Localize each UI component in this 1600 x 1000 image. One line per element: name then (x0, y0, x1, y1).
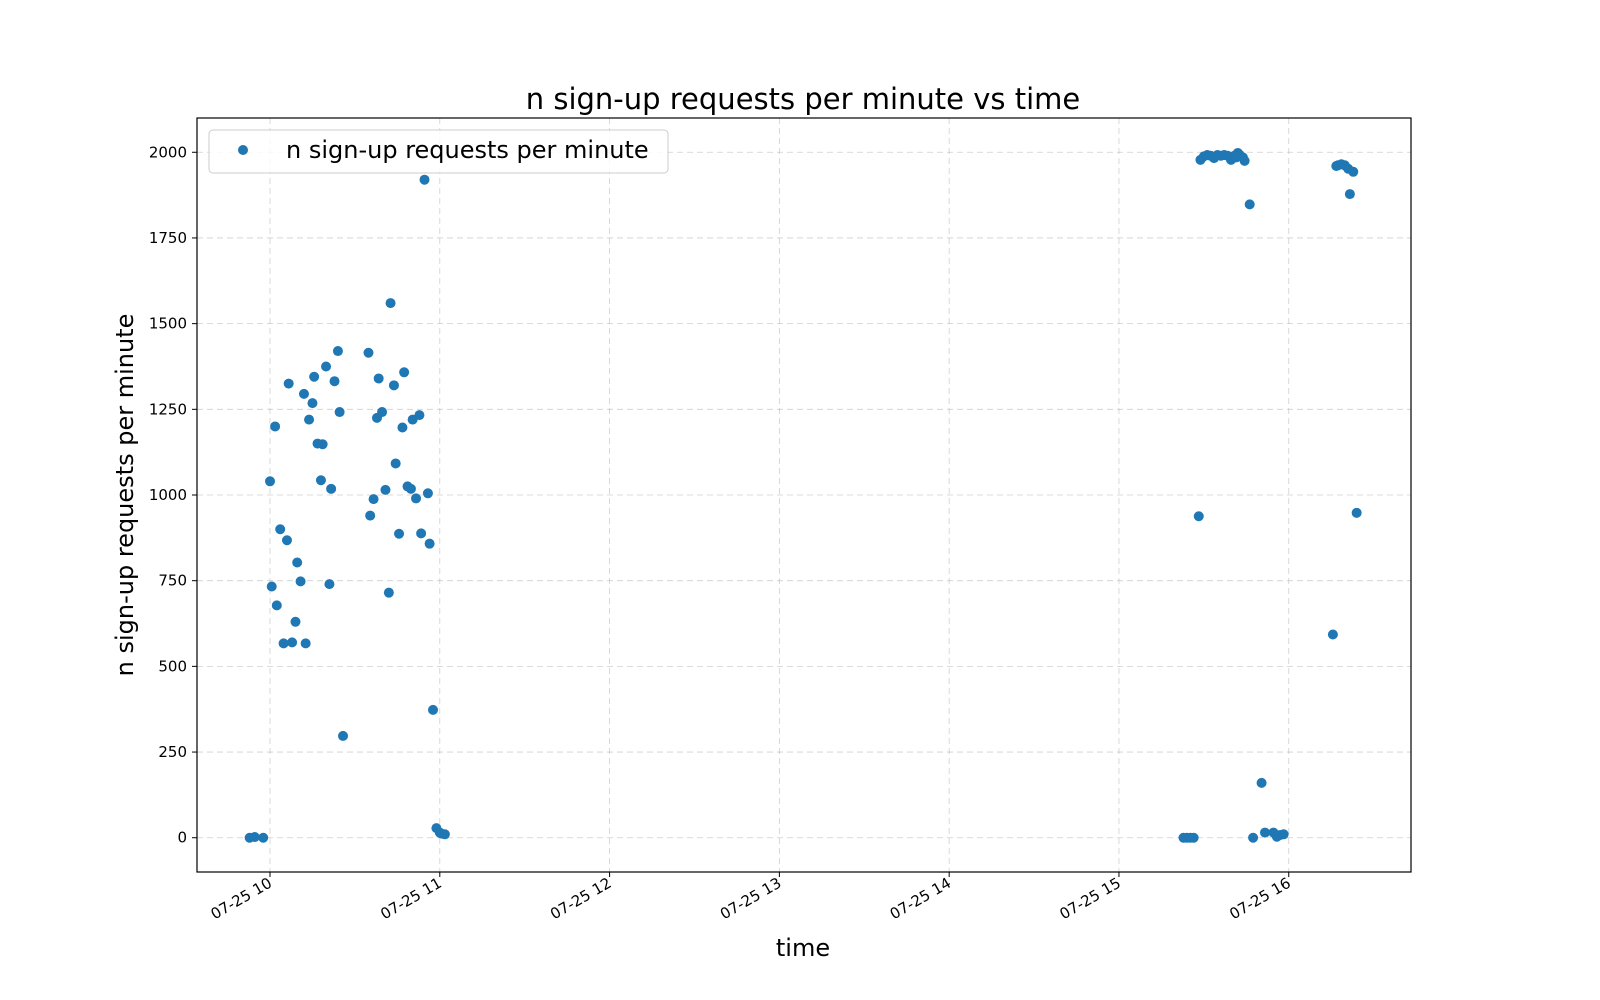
data-point-13 (292, 557, 303, 568)
data-point-49 (416, 528, 427, 539)
data-point-47 (411, 493, 422, 504)
data-point-25 (326, 483, 337, 494)
y-tick-label-2: 500 (158, 657, 187, 675)
data-point-82 (1259, 827, 1270, 838)
data-point-43 (399, 367, 410, 378)
x-tick-label-1: 07-25 11 (377, 874, 444, 923)
data-point-52 (424, 538, 435, 549)
data-point-16 (300, 638, 311, 649)
data-point-26 (329, 376, 340, 387)
y-tick-label-1: 250 (158, 743, 187, 761)
data-point-42 (397, 422, 408, 433)
data-point-38 (385, 298, 396, 309)
data-point-36 (380, 484, 391, 495)
data-point-94 (1348, 166, 1359, 177)
x-tick-label-4: 07-25 14 (887, 874, 954, 923)
data-point-87 (1327, 629, 1338, 640)
data-point-95 (1351, 507, 1362, 518)
x-tick-label-5: 07-25 15 (1057, 874, 1124, 923)
data-point-27 (332, 346, 343, 357)
data-point-1 (249, 832, 260, 843)
data-point-62 (1193, 511, 1204, 522)
data-point-9 (281, 535, 292, 546)
data-point-50 (419, 174, 430, 185)
data-point-31 (365, 510, 376, 521)
x-tick-label-3: 07-25 13 (717, 874, 784, 923)
x-tick-label-0: 07-25 10 (208, 874, 275, 923)
data-point-23 (321, 361, 332, 372)
data-point-21 (315, 475, 326, 486)
data-point-81 (1256, 777, 1267, 788)
x-tick-label-6: 07-25 16 (1226, 874, 1293, 923)
data-point-14 (295, 576, 306, 587)
data-point-17 (304, 414, 315, 425)
data-point-29 (338, 730, 349, 741)
y-tick-label-3: 750 (158, 572, 187, 590)
data-point-80 (1248, 832, 1259, 843)
data-point-78 (1239, 155, 1250, 166)
x-tick-label-2: 07-25 12 (547, 874, 614, 923)
data-point-11 (287, 637, 298, 648)
data-point-48 (414, 410, 425, 421)
data-point-3 (265, 476, 276, 487)
data-point-51 (422, 488, 433, 499)
data-point-45 (405, 483, 416, 494)
data-point-2 (258, 832, 269, 843)
data-point-12 (290, 616, 301, 627)
data-point-79 (1244, 199, 1255, 210)
data-point-8 (278, 638, 289, 649)
data-point-57 (439, 829, 450, 840)
axis-ticks: 0 250 500 750 1000 1250 1500 1750 2000 07-25 10 07… (149, 143, 1294, 923)
data-point-6 (271, 600, 282, 611)
x-axis-label: time (776, 934, 830, 962)
y-tick-label-7: 1750 (149, 229, 187, 247)
data-point-4 (266, 581, 277, 592)
chart-title: n sign-up requests per minute vs time (526, 82, 1080, 116)
data-point-22 (317, 439, 328, 450)
data-point-40 (390, 458, 401, 469)
data-point-19 (309, 371, 320, 382)
y-tick-label-5: 1250 (149, 400, 187, 418)
y-tick-label-6: 1500 (149, 315, 187, 333)
data-point-32 (368, 494, 379, 505)
data-point-37 (383, 587, 394, 598)
data-point-5 (270, 421, 281, 432)
data-point-86 (1278, 829, 1289, 840)
data-point-28 (334, 407, 345, 418)
data-point-30 (363, 347, 374, 358)
grid-lines (197, 118, 1411, 872)
data-point-39 (388, 380, 399, 391)
y-tick-label-4: 1000 (149, 486, 187, 504)
data-point-53 (428, 704, 439, 715)
data-point-15 (298, 388, 309, 399)
data-point-61 (1188, 832, 1199, 843)
legend-box (208, 129, 669, 174)
data-point-7 (275, 524, 286, 535)
data-point-93 (1344, 189, 1355, 200)
legend-label: n sign-up requests per minute (286, 136, 649, 164)
data-point-35 (377, 407, 388, 418)
y-tick-label-0: 0 (177, 829, 187, 847)
data-point-41 (394, 528, 405, 539)
legend-marker (238, 145, 248, 155)
data-point-34 (373, 373, 384, 384)
data-point-10 (283, 378, 294, 389)
data-point-24 (324, 579, 335, 590)
data-point-18 (307, 398, 318, 409)
data-points (244, 147, 1362, 843)
y-tick-label-8: 2000 (149, 143, 187, 161)
legend: n sign-up requests per minute (208, 129, 669, 174)
y-axis-label: n sign-up requests per minute (111, 314, 139, 677)
